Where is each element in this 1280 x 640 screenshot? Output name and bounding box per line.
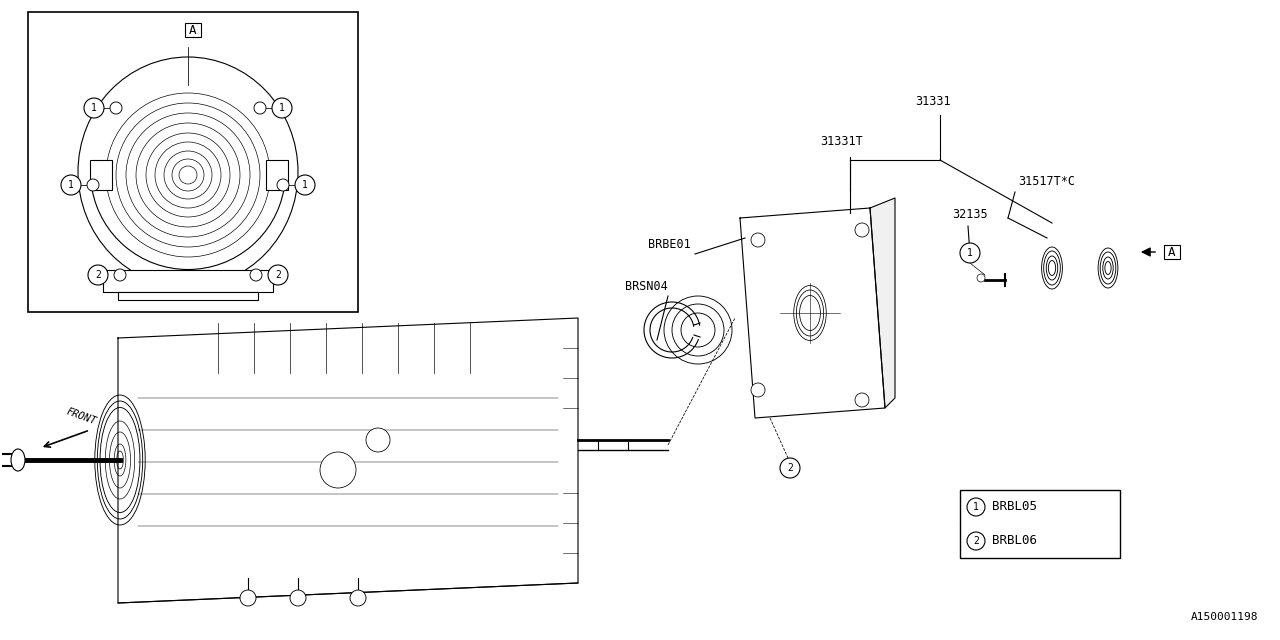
Text: 31517T*C: 31517T*C	[1018, 175, 1075, 188]
Circle shape	[88, 265, 108, 285]
Polygon shape	[118, 318, 579, 603]
Text: 2: 2	[95, 270, 101, 280]
Circle shape	[966, 498, 986, 516]
Text: FRONT: FRONT	[65, 407, 97, 427]
Text: BRBL06: BRBL06	[992, 534, 1037, 547]
Text: 31331: 31331	[915, 95, 951, 108]
Text: 1: 1	[973, 502, 979, 512]
Circle shape	[966, 532, 986, 550]
Circle shape	[61, 175, 81, 195]
Bar	[102, 270, 273, 292]
Ellipse shape	[78, 57, 298, 287]
Circle shape	[366, 428, 390, 452]
Text: 1: 1	[968, 248, 973, 258]
Circle shape	[977, 274, 986, 282]
Circle shape	[87, 179, 99, 191]
Circle shape	[253, 102, 266, 114]
Bar	[90, 160, 113, 190]
Circle shape	[349, 590, 366, 606]
Text: BRSN04: BRSN04	[625, 280, 668, 293]
Text: 32135: 32135	[952, 208, 988, 221]
Text: 1: 1	[91, 103, 97, 113]
Circle shape	[960, 243, 980, 263]
Text: 1: 1	[302, 180, 308, 190]
Text: BRBE01: BRBE01	[648, 238, 691, 251]
Circle shape	[320, 452, 356, 488]
Ellipse shape	[12, 449, 26, 471]
Circle shape	[294, 175, 315, 195]
Text: A: A	[1169, 246, 1176, 259]
Polygon shape	[870, 198, 895, 408]
Polygon shape	[740, 208, 884, 418]
Circle shape	[268, 265, 288, 285]
Circle shape	[273, 98, 292, 118]
Circle shape	[291, 590, 306, 606]
Bar	[960, 490, 1120, 558]
Text: 1: 1	[68, 180, 74, 190]
Text: 31331T: 31331T	[820, 135, 863, 148]
Text: A150001198: A150001198	[1190, 612, 1258, 622]
Circle shape	[855, 393, 869, 407]
Circle shape	[114, 269, 125, 281]
Text: A: A	[189, 24, 197, 36]
Bar	[28, 12, 358, 312]
Bar	[1164, 245, 1180, 259]
Text: 2: 2	[787, 463, 792, 473]
Circle shape	[250, 269, 262, 281]
Text: 1: 1	[279, 103, 285, 113]
Circle shape	[276, 179, 289, 191]
Text: 2: 2	[973, 536, 979, 546]
Circle shape	[751, 383, 765, 397]
Bar	[118, 292, 259, 300]
Circle shape	[751, 233, 765, 247]
Circle shape	[241, 590, 256, 606]
Circle shape	[110, 102, 122, 114]
Text: 2: 2	[275, 270, 280, 280]
Bar	[186, 23, 201, 37]
Bar	[266, 160, 288, 190]
Circle shape	[855, 223, 869, 237]
Text: BRBL05: BRBL05	[992, 500, 1037, 513]
Circle shape	[780, 458, 800, 478]
Circle shape	[84, 98, 104, 118]
